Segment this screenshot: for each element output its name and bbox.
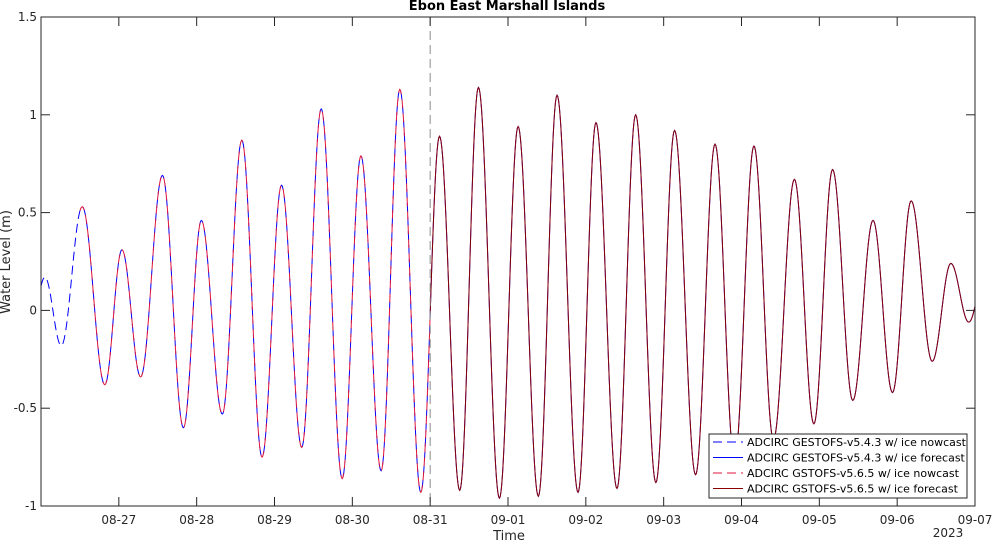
x-axis: 08-27 08-28 08-29 08-30 08-31 09-01 09-02 09-03… <box>101 17 992 527</box>
x-tick-label: 09-04 <box>724 513 759 527</box>
y-tick-label: 0 <box>29 303 37 317</box>
series-line-3 <box>79 88 431 494</box>
series-layer <box>40 86 976 500</box>
x-tick-label: 09-03 <box>646 513 681 527</box>
legend-label-3: ADCIRC GSTOFS-v5.6.5 w/ ice nowcast <box>747 467 960 480</box>
x-axis-year-label: 2023 <box>933 526 964 540</box>
y-tick-label: 0.5 <box>18 206 37 220</box>
x-tick-label: 09-06 <box>880 513 915 527</box>
x-tick-label: 09-02 <box>568 513 603 527</box>
x-axis-title: Time <box>492 529 525 541</box>
y-axis-title: Water Level (m) <box>0 210 14 314</box>
plot-frame <box>40 16 976 507</box>
x-tick-label: 08-30 <box>335 513 370 527</box>
x-tick-label: 09-05 <box>802 513 837 527</box>
legend-label-2: ADCIRC GESTOFS-v5.4.3 w/ ice forecast <box>747 452 966 465</box>
legend-label-1: ADCIRC GESTOFS-v5.4.3 w/ ice nowcast <box>747 436 967 449</box>
legend-box <box>708 433 968 499</box>
y-axis: -1 -0.5 0 0.5 1 1.5 <box>14 10 975 513</box>
legend: ADCIRC GESTOFS-v5.4.3 w/ ice nowcast ADCI… <box>708 433 968 499</box>
y-tick-label: -0.5 <box>14 401 37 415</box>
x-tick-label: 08-28 <box>179 513 214 527</box>
x-tick-label: 09-07 <box>958 513 992 527</box>
y-tick-label: 1 <box>29 108 37 122</box>
x-tick-label: 08-29 <box>257 513 292 527</box>
y-tick-label: -1 <box>25 499 37 513</box>
series-line-1 <box>40 88 431 494</box>
chart-title: Ebon East Marshall Islands <box>409 0 606 14</box>
legend-label-4: ADCIRC GSTOFS-v5.6.5 w/ ice forecast <box>747 483 959 496</box>
x-tick-label: 08-27 <box>101 513 136 527</box>
x-tick-label: 08-31 <box>413 513 448 527</box>
series-line-4 <box>429 86 976 500</box>
y-tick-label: 1.5 <box>18 10 37 24</box>
x-tick-label: 09-01 <box>491 513 526 527</box>
